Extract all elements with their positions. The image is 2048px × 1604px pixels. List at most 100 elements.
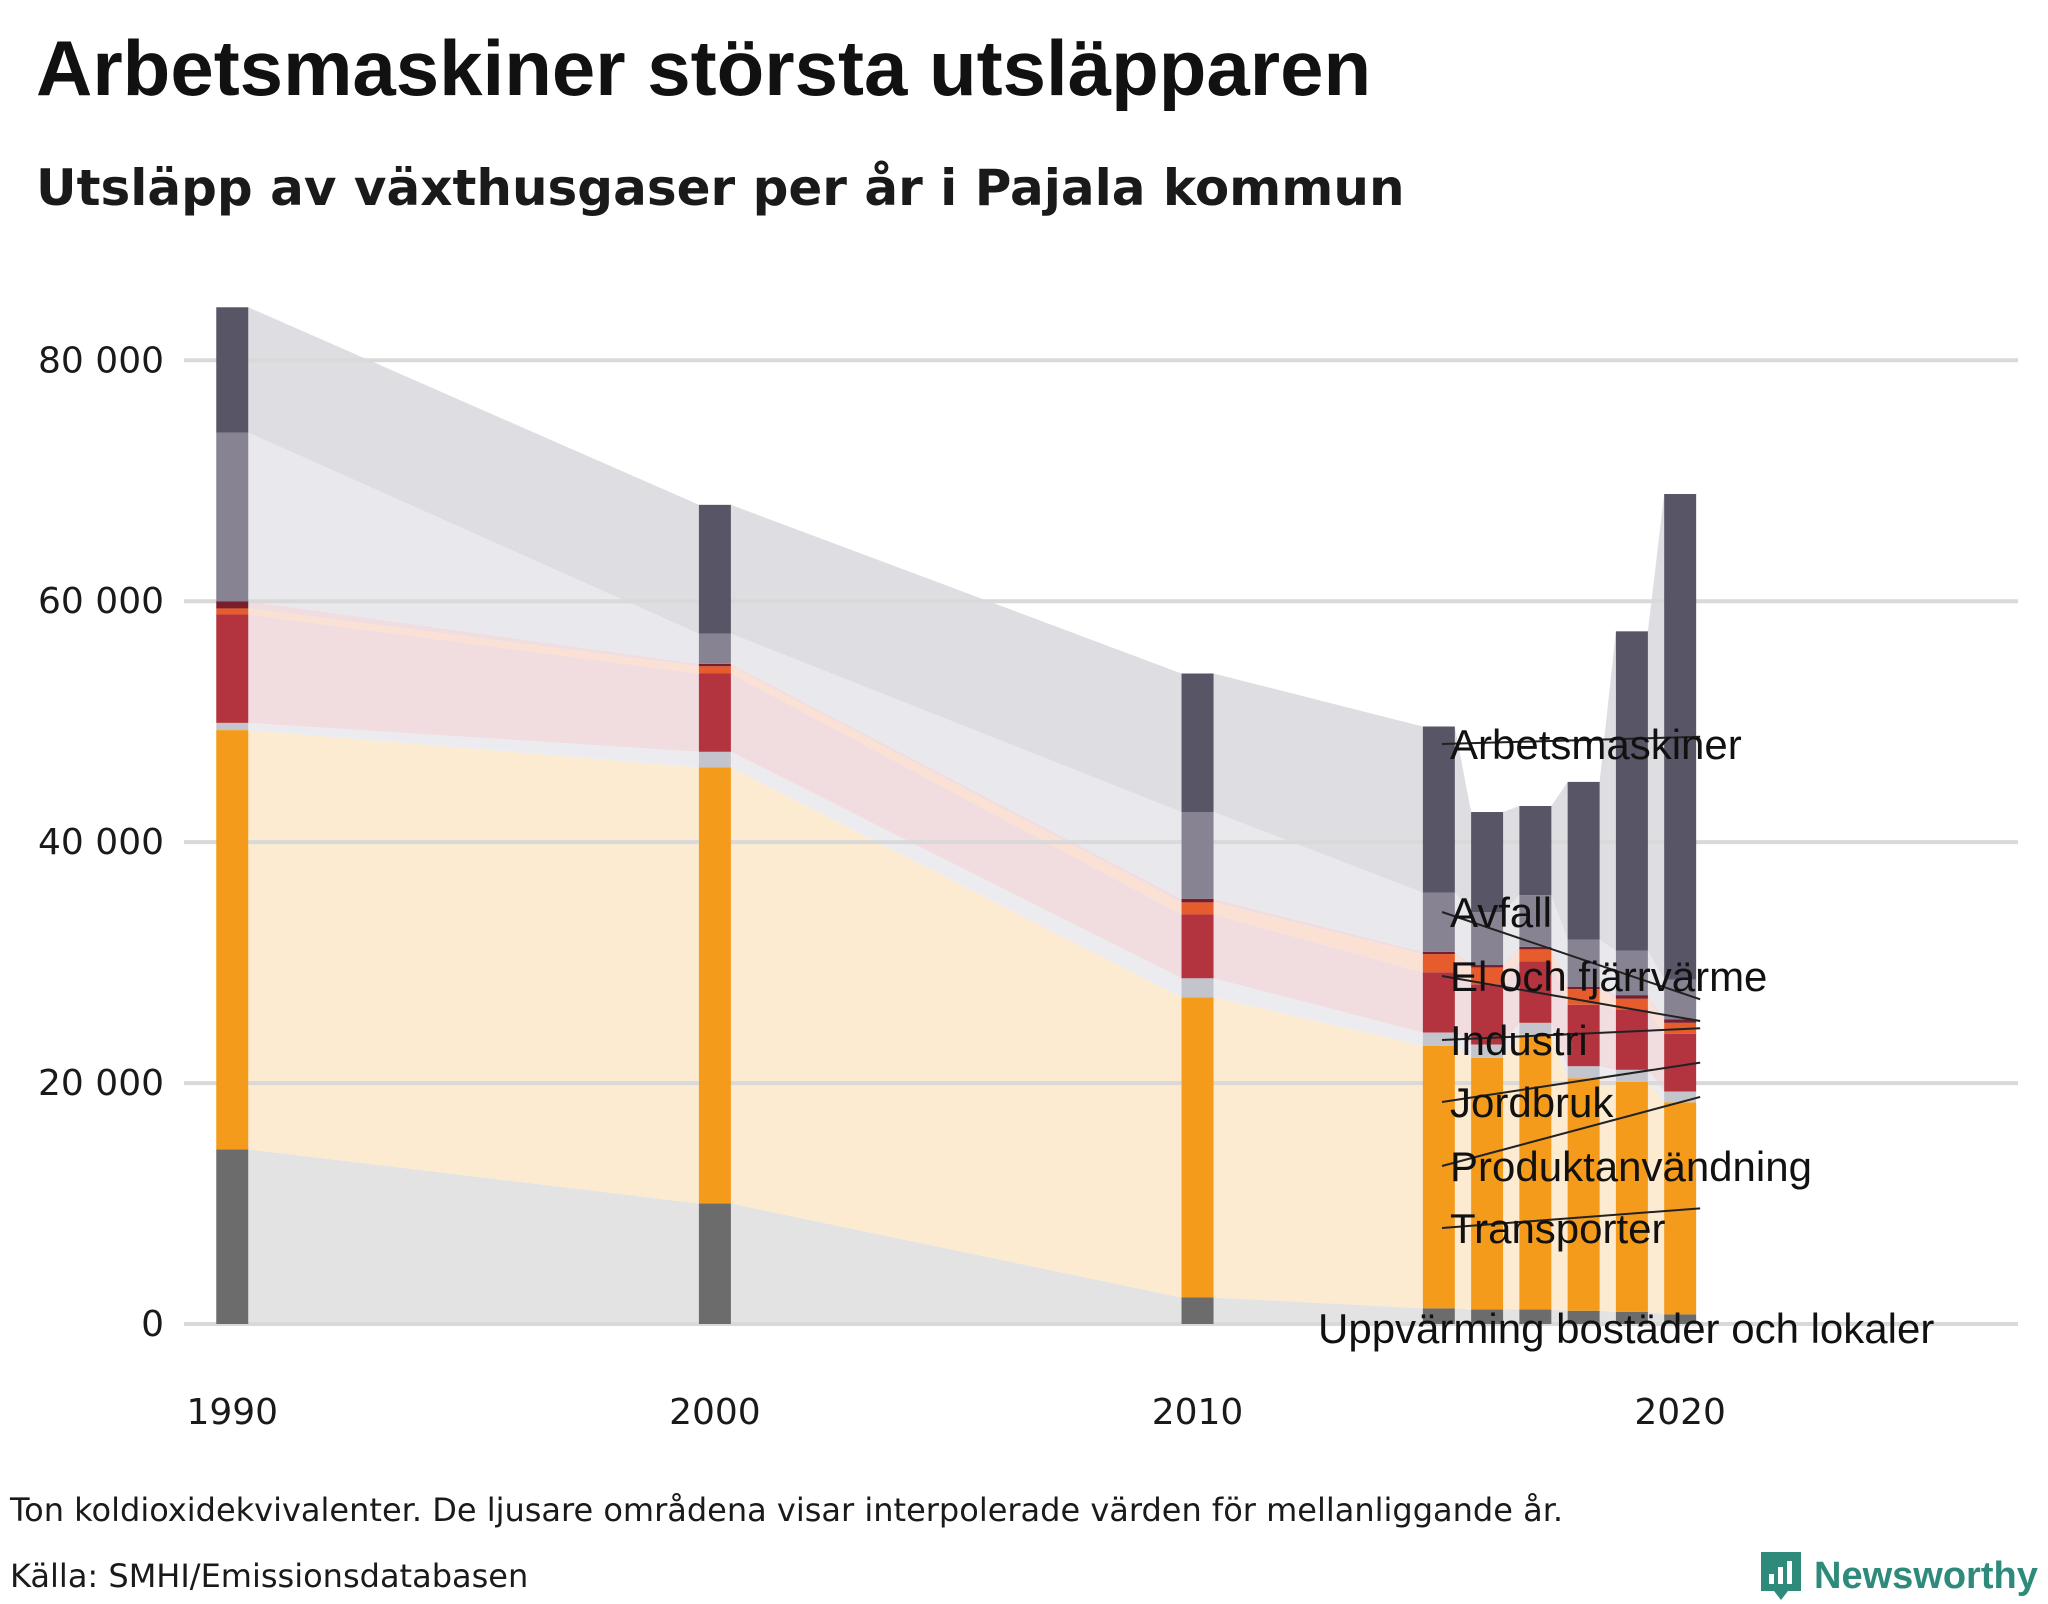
bar-segment [1615,995,1648,999]
band-segment [1503,895,1520,965]
source-note: Källa: SMHI/Emissionsdatabasen [10,1557,529,1595]
bar-segment [216,730,249,1150]
band-segment [1551,1034,1568,1311]
band-segment [1551,781,1568,940]
band-segment [730,666,1182,915]
y-tick-label: 60 000 [38,581,164,622]
leader-line [1441,1095,1701,1167]
band-segment [1213,997,1423,1309]
brand[interactable]: Newsworthy [1758,1548,2038,1604]
leader-line [1441,1027,1701,1041]
band-segment [1213,812,1423,952]
bar-segment [216,1149,249,1324]
bar-segment [1422,1032,1455,1046]
band-segment [1503,1022,1520,1058]
bar-segment [1615,631,1648,951]
bar-segment [698,633,731,664]
band-segment [1647,1081,1665,1315]
bar-segment [1664,1314,1697,1324]
band-segment [248,614,699,752]
bar-segment [1519,895,1552,947]
band-segment [730,751,1182,998]
band-segment [1647,1069,1665,1103]
chart-subtitle: Utsläpp av växthusgaser per år i Pajala … [36,159,1405,217]
bar-segment [1181,1297,1214,1324]
series-label: El och fjärrvärme [1450,953,1767,1000]
brand-name: Newsworthy [1814,1554,2038,1597]
band-segment [248,601,699,667]
band-segment [1503,1034,1520,1310]
bar-segment [1567,989,1600,1005]
bar-segment [1181,673,1214,813]
bar-segment [1615,1009,1648,1070]
bar-segment [1422,951,1455,955]
y-tick-label: 40 000 [38,822,164,863]
band-segment [1213,902,1423,973]
bar-segment [1567,986,1600,990]
band-segment [730,767,1182,1298]
band-segment [1503,961,1520,1045]
bar-segment [1567,781,1600,940]
y-axis: 0 20 000 40 000 60 000 80 000 [38,340,164,1345]
band-segment [1647,494,1665,980]
band-segment [1213,673,1423,893]
bar-segment [1422,726,1455,893]
bar-segment [1567,1066,1600,1079]
band-segment [248,432,699,664]
bar-segment [1181,902,1214,915]
band-segment [1213,898,1423,955]
band-segment [248,307,699,634]
series-labels: Arbetsmaskiner Avfall El och fjärrvärme Ind… [1318,721,1934,1352]
bar-segment [698,751,731,768]
bar-segment [1519,1034,1552,1310]
band-segment [1551,946,1568,990]
bar-segment [1519,946,1552,950]
x-tick-label: 2000 [669,1392,761,1433]
band-segment [248,730,699,1204]
band-segment [1647,998,1665,1034]
band-segment [1551,1309,1568,1324]
band-segment [1647,995,1665,1023]
band-segment [1599,1004,1616,1070]
bar-segment [1471,912,1504,966]
series-label: Transporter [1450,1205,1666,1252]
bar-segment [1181,997,1214,1298]
bar-segment [1567,1078,1600,1311]
bar-segment [1664,1033,1697,1092]
band-segment [1599,1078,1616,1312]
bar-segment [1422,1045,1455,1309]
bar-segment [216,614,249,723]
bar-segment [1664,979,1697,1020]
band-segment [1454,954,1472,985]
bar-segment [1471,967,1504,985]
leader-line [1441,975,1701,1023]
series-label: Avfall [1450,889,1552,936]
bar-segment [698,767,731,1204]
band-segment [730,504,1182,812]
bar-segment [1181,812,1214,899]
series-label: Jordbruk [1450,1079,1614,1126]
bar-segment [1615,1311,1648,1324]
series-label: Produktanvändning [1450,1143,1812,1190]
band-segment [1454,892,1472,965]
bar-segment [1471,1309,1504,1324]
chart-title: Arbetsmaskiner största utsläpparen [36,24,1372,112]
bar-segment [216,601,249,609]
bar-segment [698,673,731,752]
bar-segment [1422,972,1455,1033]
band-segment [1551,949,1568,1005]
band-segment [730,673,1182,979]
bar-segment [1567,1004,1600,1067]
bar-segment [1422,954,1455,973]
bar-segment [1422,892,1455,952]
x-tick-label: 2010 [1152,1392,1244,1433]
bar-segment [1471,965,1504,968]
band-segment [1454,951,1472,968]
bar-segment [1471,1057,1504,1310]
bar-segment [216,722,249,731]
bar-segment [1664,1019,1697,1023]
band-segment [730,1203,1182,1324]
bar-segment [216,432,249,602]
bar-segment [1615,1081,1648,1312]
bar-segment [1519,1022,1552,1035]
